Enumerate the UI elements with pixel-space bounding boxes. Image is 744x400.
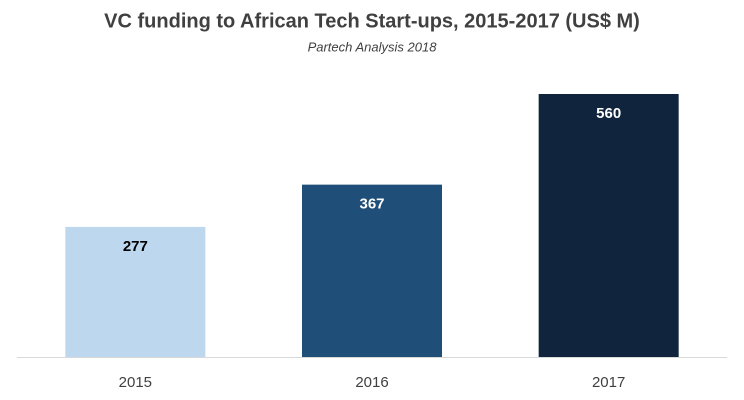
x-tick-label: 2015 xyxy=(119,374,152,391)
chart-title: VC funding to African Tech Start-ups, 20… xyxy=(104,10,640,32)
value-label: 367 xyxy=(359,196,384,213)
x-tick-label: 2017 xyxy=(592,374,625,391)
chart-subtitle: Partech Analysis 2018 xyxy=(308,39,438,54)
bar xyxy=(65,226,206,357)
value-label: 560 xyxy=(596,105,621,122)
bar xyxy=(302,184,442,357)
x-tick-label: 2016 xyxy=(355,374,388,391)
value-label: 277 xyxy=(123,238,148,255)
bar xyxy=(538,94,679,357)
